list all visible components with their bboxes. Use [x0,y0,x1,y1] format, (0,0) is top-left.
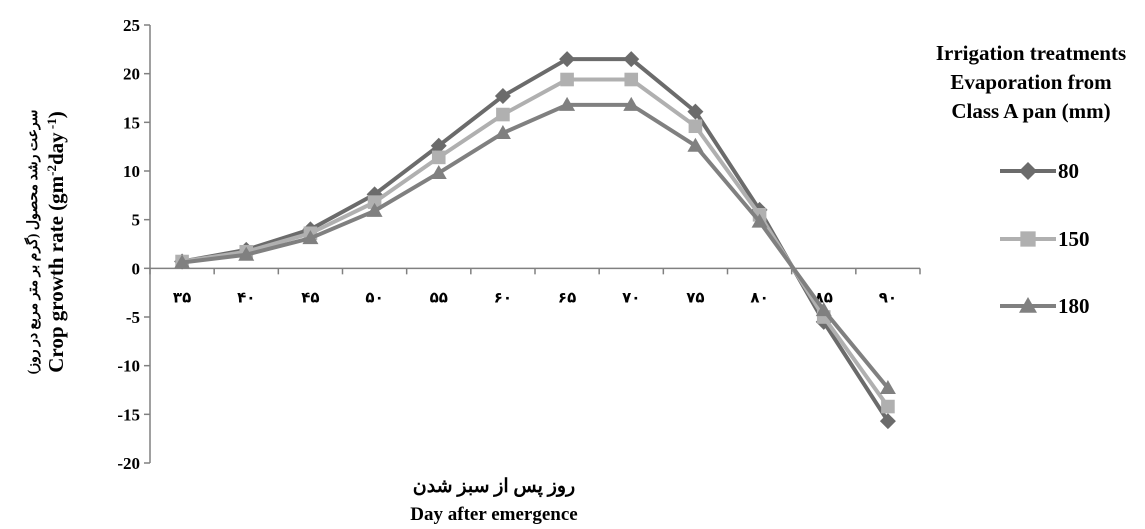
data-point-180 [687,137,704,152]
y-tick-label: 10 [123,162,140,181]
data-point-180 [494,125,511,140]
data-point-80 [430,137,447,154]
data-point-80 [879,413,896,430]
legend-marker [1020,231,1036,247]
series-180 [174,96,896,395]
x-tick-label: ۵۰ [365,288,383,306]
data-point-180 [751,213,768,228]
legend-item-80: 80 [1000,159,1079,183]
y-tick-label: -20 [117,454,140,473]
x-tick-label: ۹۰ [879,288,897,306]
y-tick-label: 15 [123,113,140,132]
x-axis-title-fa: روز پس از سبز شدن [413,476,575,497]
x-tick-label: ۸۰ [750,288,768,306]
data-point-80 [559,51,576,68]
data-point-150 [624,72,639,87]
legend-marker [1019,297,1037,313]
y-tick-label: 25 [123,16,140,35]
data-point-180 [366,202,383,217]
x-tick-label: ۳۵ [173,288,191,306]
y-tick-label: 0 [132,259,141,278]
y-axis: -20 -15 -10 -5 0 5 10 15 20 25 [117,16,151,473]
x-tick-label: ۷۰ [622,288,640,306]
data-point-180 [623,96,640,111]
legend-item-150: 150 [1000,227,1090,251]
y-tick-label: -15 [117,405,140,424]
data-point-180 [238,246,255,261]
data-point-80 [494,88,511,105]
series-line-180 [181,102,890,390]
y-axis-title-en-part: -1 [44,118,59,132]
series-lines [174,51,896,430]
y-tick-label: 5 [132,211,141,230]
x-tick-label: ۶۰ [494,288,512,306]
x-tick-label: ۷۵ [686,288,704,306]
data-point-180 [302,230,319,245]
x-tick-label: ۴۵ [301,288,319,306]
y-tick-label: -10 [117,357,140,376]
y-axis-title-en-part: ) [44,111,68,118]
legend-label: 80 [1058,159,1079,183]
data-point-150 [431,150,446,165]
data-point-80 [623,51,640,68]
legend-title-line-3: Class A pan (mm) [951,99,1110,123]
legend-title-line-2: Evaporation from [950,70,1112,94]
data-point-180 [879,380,896,395]
legend-item-180: 180 [1000,294,1090,318]
data-point-150 [496,107,510,122]
x-tick-label: ۴۰ [237,288,255,306]
series-line-150 [181,77,890,408]
data-point-150 [688,119,703,134]
data-point-80 [687,103,704,120]
series-150 [175,72,895,414]
x-tick-label: ۶۵ [558,288,576,306]
y-tick-label: -5 [126,308,140,327]
y-tick-label: 20 [123,65,140,84]
y-axis-title-fa: سرعت رشد محصول (گرم بر متر مربع در روز) [24,110,41,375]
y-axis-title-en-part: day [44,132,68,165]
data-point-180 [174,254,191,269]
data-point-180 [430,164,447,179]
legend-label: 150 [1058,227,1090,251]
data-point-180 [559,96,576,111]
data-point-150 [367,195,382,209]
data-point-150 [560,72,574,87]
data-point-150 [881,399,895,414]
x-axis: ۳۵ ۴۰ ۴۵ ۵۰ ۵۵ ۶۰ ۶۵ ۷۰ ۷۵ ۸۰ ۸۵ ۹۰ [149,267,921,306]
x-axis-title-en: Day after emergence [410,504,577,525]
legend-title-line-1: Irrigation treatments [936,41,1126,65]
data-point-180 [815,302,832,317]
legend: Irrigation treatments Evaporation from C… [936,41,1126,318]
y-axis-title-en-part: Crop growth rate (gm [44,175,68,372]
y-axis-title-en: Crop growth rate (gm-2day -1) [44,111,69,373]
legend-label: 180 [1058,294,1090,318]
legend-marker [1019,162,1037,180]
y-axis-title-en-part: -2 [44,165,59,176]
x-tick-label: ۵۵ [430,288,448,306]
